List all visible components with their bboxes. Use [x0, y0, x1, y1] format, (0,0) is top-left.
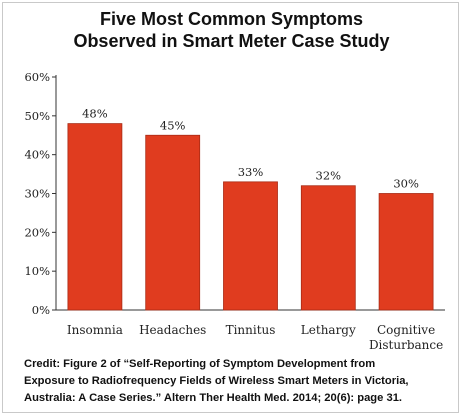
bar-value-label: 48%: [82, 107, 108, 121]
y-tick-label: 10%: [24, 264, 50, 278]
y-tick-label: 60%: [24, 70, 50, 84]
credit-line-3: Australia: A Case Series.” Altern Ther H…: [24, 392, 403, 404]
y-tick-label: 20%: [24, 225, 50, 239]
category-label: Insomnia: [67, 323, 123, 337]
y-tick-label: 40%: [24, 148, 50, 162]
bar: [223, 181, 278, 311]
category-label: Tinnitus: [226, 323, 276, 337]
y-tick-label: 30%: [24, 187, 50, 201]
category-label: Headaches: [139, 323, 206, 337]
bar-value-label: 45%: [160, 118, 186, 132]
bar-value-label: 33%: [238, 165, 264, 179]
bar: [300, 185, 356, 311]
bar: [145, 134, 201, 311]
credit-line-1: Credit: Figure 2 of “Self-Reporting of S…: [24, 358, 376, 370]
credit-note: Credit: Figure 2 of “Self-Reporting of S…: [24, 356, 454, 407]
y-tick-label: 50%: [24, 109, 50, 123]
category-label: Cognitive: [377, 323, 435, 337]
bar-value-label: 30%: [393, 177, 419, 191]
category-label: Lethargy: [301, 323, 356, 337]
bar: [67, 123, 123, 311]
category-label: Disturbance: [369, 338, 443, 352]
credit-line-2: Exposure to Radiofrequency Fields of Wir…: [24, 375, 409, 387]
bar: [378, 193, 434, 311]
y-tick-label: 0%: [32, 303, 50, 317]
chart-title-line-1: Five Most Common Symptoms: [99, 9, 364, 29]
bar-value-label: 32%: [316, 169, 342, 183]
chart-title-line-2: Observed in Smart Meter Case Study: [73, 31, 390, 51]
chart-title: Five Most Common Symptoms Observed in Sm…: [0, 8, 463, 52]
